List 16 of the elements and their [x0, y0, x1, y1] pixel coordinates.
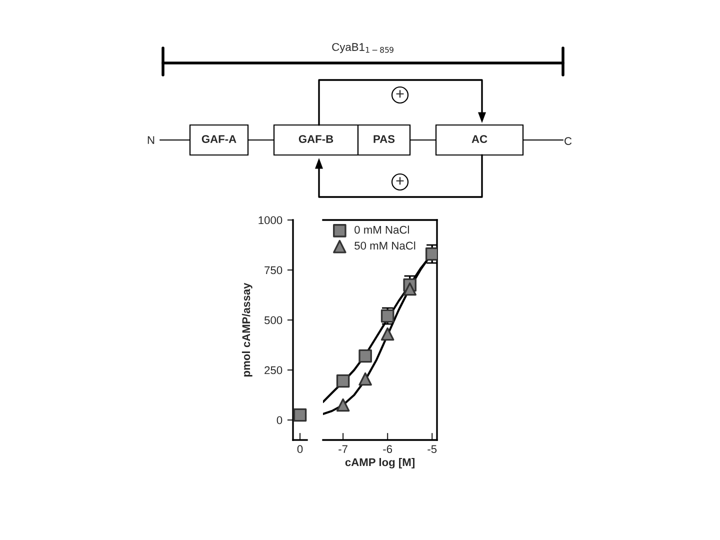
legend-label: 50 mM NaCl	[354, 241, 416, 250]
y-tick-label: 0	[276, 416, 282, 424]
y-tick-label: 250	[264, 366, 282, 374]
text: C	[564, 137, 572, 145]
y-axis-title: pmol cAMP/assay	[242, 282, 252, 377]
y-tick-label: 500	[264, 316, 282, 324]
text: N	[148, 136, 154, 144]
x-tick-label: -6	[383, 445, 392, 454]
x-axis-title: cAMP log [M]	[345, 458, 414, 468]
x-tick-label: -5	[428, 445, 437, 454]
text: CyaB1$_{1−859}$	[332, 43, 394, 54]
x-tick-label: -7	[338, 445, 348, 453]
y-tick-label: 750	[264, 266, 282, 274]
legend-label: 0 mM NaCl	[354, 226, 409, 234]
y-tick-label: 1000	[258, 216, 282, 224]
x-tick-label: 0	[297, 445, 303, 454]
